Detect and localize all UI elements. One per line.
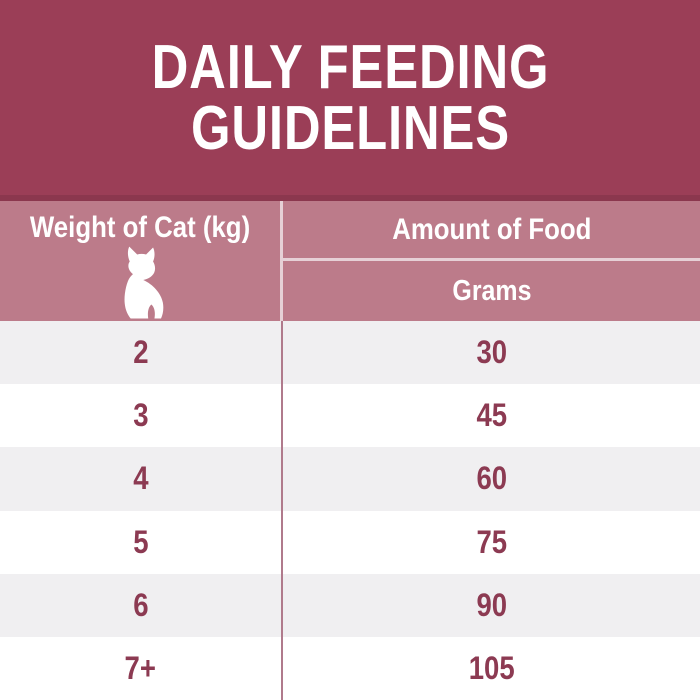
feeding-table-rows: 2 30 3 45 4 60 5 75 6 90 7+ 105: [0, 321, 700, 700]
weight-column-header: Weight of Cat (kg): [0, 201, 283, 321]
food-column-header: Amount of Food Grams: [283, 201, 700, 321]
grams-cell: 75: [476, 523, 507, 560]
weight-column-label: Weight of Cat (kg): [29, 211, 251, 244]
grams-cell: 90: [476, 586, 507, 623]
weight-cell: 3: [0, 384, 283, 448]
table-row: 4 60: [0, 447, 700, 511]
title-block: DAILY FEEDING GUIDELINES: [0, 0, 700, 201]
cat-silhouette-icon: [112, 241, 168, 321]
table-header: Weight of Cat (kg) Amount of Food Grams: [0, 201, 700, 321]
weight-cell: 4: [0, 447, 283, 511]
table-row: 7+ 105: [0, 636, 700, 700]
page-title-line1: DAILY FEEDING: [151, 32, 549, 102]
food-unit-label: Grams: [451, 274, 532, 307]
table-row: 6 90: [0, 573, 700, 637]
page-title: DAILY FEEDING GUIDELINES: [108, 32, 593, 163]
weight-cell: 7+: [0, 636, 283, 700]
grams-cell: 60: [476, 460, 507, 497]
weight-cell: 6: [0, 573, 283, 637]
grams-cell: 105: [468, 649, 515, 686]
table-row: 2 30: [0, 321, 700, 385]
food-column-label: Amount of Food: [283, 201, 700, 261]
weight-cell: 5: [0, 510, 283, 574]
page-title-line2: GUIDELINES: [190, 93, 510, 163]
table-row: 5 75: [0, 510, 700, 574]
grams-cell: 45: [476, 397, 507, 434]
grams-cell: 30: [476, 334, 507, 371]
table-row: 3 45: [0, 384, 700, 448]
weight-cell: 2: [0, 321, 283, 385]
